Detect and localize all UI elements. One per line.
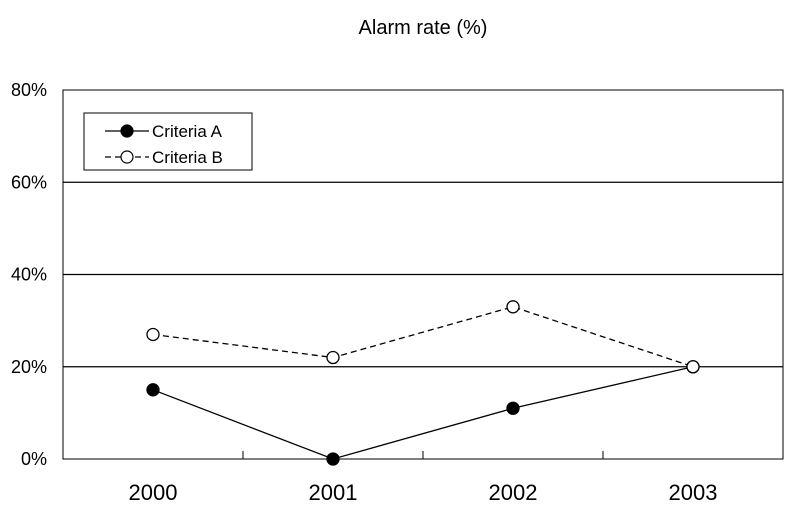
- y-tick-label: 60%: [11, 172, 47, 192]
- x-category-label: 2001: [309, 480, 358, 505]
- data-point: [506, 401, 520, 415]
- x-category-label: 2003: [669, 480, 718, 505]
- y-axis-tick-labels: 0% 20% 40% 60% 80%: [11, 80, 47, 469]
- data-point: [506, 300, 520, 314]
- legend: Criteria A Criteria B: [83, 112, 253, 171]
- data-point: [326, 452, 340, 466]
- x-category-label: 2002: [489, 480, 538, 505]
- x-axis-ticks: [242, 451, 604, 459]
- series-line: [152, 366, 694, 460]
- legend-items: Criteria A Criteria B: [105, 122, 223, 167]
- x-axis-category-labels: 2000 2001 2002 2003: [129, 480, 718, 505]
- legend-marker-swatch: [120, 124, 134, 138]
- series-criteria-a: [146, 360, 700, 466]
- grid-lines: [63, 181, 783, 368]
- x-category-label: 2000: [129, 480, 178, 505]
- data-point: [326, 350, 340, 365]
- legend-label: Criteria B: [152, 148, 223, 167]
- legend-box: [83, 112, 253, 171]
- series-criteria-b: [146, 300, 700, 374]
- data-point: [146, 383, 160, 397]
- legend-item-criteria-a: Criteria A: [105, 122, 223, 141]
- legend-marker-swatch: [120, 150, 134, 164]
- data-point: [686, 360, 700, 374]
- chart-title: Alarm rate (%): [359, 17, 488, 39]
- y-tick-label: 20%: [11, 357, 47, 377]
- y-tick-label: 0%: [21, 449, 47, 469]
- y-tick-label: 40%: [11, 265, 47, 285]
- series-line: [152, 306, 694, 368]
- legend-item-criteria-b: Criteria B: [105, 148, 223, 167]
- legend-label: Criteria A: [152, 122, 223, 141]
- series-group: [146, 300, 700, 466]
- data-point: [146, 327, 160, 342]
- y-tick-label: 80%: [11, 80, 47, 100]
